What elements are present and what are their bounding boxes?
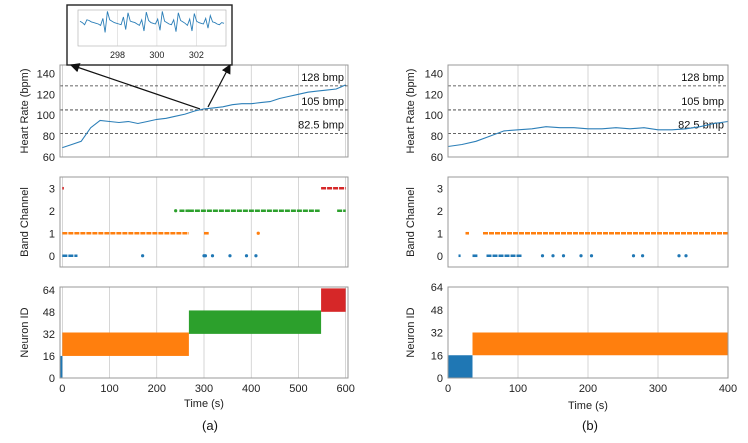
panel-a-threshold-label-0: 128 bmp — [301, 72, 344, 84]
panel-a-band-ytick-0: 0 — [49, 251, 55, 263]
panel-b-band-ylabel: Band Channel — [405, 187, 417, 257]
panel-a-neuron-ytick-64: 64 — [43, 285, 55, 297]
panel-a-hr-ytick-140: 140 — [37, 68, 55, 80]
panel-b-band-point-7 — [677, 254, 681, 258]
caption-a: (a) — [202, 418, 218, 433]
panel-b-xtick-100: 100 — [509, 383, 527, 395]
panel-a-xtick-600: 600 — [336, 383, 354, 395]
panel-b-neuron-bar-0 — [448, 355, 473, 378]
inset-xtick-302: 302 — [189, 50, 204, 60]
panel-b-neuron-ytick-64: 64 — [431, 282, 443, 294]
inset-frame — [66, 4, 233, 66]
panel-b-neuron-ytick-0: 0 — [437, 373, 443, 385]
caption-b: (b) — [582, 418, 598, 433]
panel-a-band-ytick-3: 3 — [49, 183, 55, 195]
panel-b-band-frame — [447, 176, 729, 268]
panel-b-band-point-2 — [561, 254, 566, 258]
panel-b-band-ytick-3: 3 — [437, 183, 443, 195]
panel-a-band-point-0 — [141, 254, 145, 258]
inset-plot-area — [77, 9, 227, 47]
panel-b-threshold-label-1: 105 bmp — [681, 96, 724, 108]
panel-b-band-point-4 — [589, 254, 594, 258]
panel-a-hr-ytick-60: 60 — [43, 152, 55, 164]
panel-a-band-point-5 — [244, 254, 249, 258]
panel-a-neuron-frame — [59, 286, 349, 379]
panel-a-xtick-300: 300 — [195, 383, 213, 395]
panel-b-band-point-5 — [631, 254, 636, 258]
panel-b-hr-ylabel: Heart Rate (bpm) — [405, 69, 417, 154]
panel-a-threshold-label-2: 82.5 bmp — [298, 119, 344, 131]
panel-a-band-point-3 — [210, 254, 215, 258]
panel-b-xtick-200: 200 — [579, 383, 597, 395]
panel-a-xtick-0: 0 — [59, 383, 65, 395]
panel-a-neuron-bar-3 — [321, 288, 346, 312]
panel-b-band-ytick-2: 2 — [437, 206, 443, 218]
panel-a-heart-rate-line — [62, 84, 346, 149]
panel-b-band-point-8 — [684, 254, 688, 258]
panel-a-xtick-100: 100 — [100, 383, 118, 395]
panel-a-band-point-2 — [203, 254, 208, 258]
panel-b-band-ytick-1: 1 — [437, 228, 443, 240]
panel-a-xtick-500: 500 — [289, 383, 307, 395]
panel-b-heart-rate-line — [447, 120, 729, 148]
panel-b-threshold-label-0: 128 bmp — [681, 72, 724, 84]
panel-b-neuron-ylabel: Neuron ID — [405, 307, 417, 357]
panel-b-band-ytick-0: 0 — [437, 251, 443, 263]
panel-a-xtick-400: 400 — [242, 383, 260, 395]
panel-a-band-point-6 — [254, 254, 258, 258]
inset-xtick-298: 298 — [110, 50, 125, 60]
panel-b-threshold-label-2: 82.5 bmp — [678, 119, 724, 131]
panel-a-neuron-bar-0 — [60, 355, 63, 378]
panel-a-band-point-7 — [256, 231, 260, 235]
inset-signal-line — [79, 11, 225, 33]
panel-b-band-point-1 — [551, 254, 555, 258]
panel-a-neuron-bar-1 — [62, 332, 189, 356]
panel-a-hr-ylabel: Heart Rate (bpm) — [19, 69, 31, 154]
panel-a-hr-ytick-100: 100 — [37, 110, 55, 122]
panel-b-xtick-400: 400 — [719, 383, 737, 395]
panel-a-hr-ytick-120: 120 — [37, 89, 55, 101]
inset-arrow-right — [207, 63, 231, 108]
panel-a-neuron-ytick-16: 16 — [43, 351, 55, 363]
panel-a-xlabel: Time (s) — [184, 398, 224, 410]
panel-b-xtick-0: 0 — [445, 383, 451, 395]
panel-a-neuron-ytick-0: 0 — [49, 373, 55, 385]
panel-a-band-point-8 — [174, 209, 178, 213]
panel-a-neuron-bar-2 — [188, 310, 322, 334]
panel-a-band-frame — [59, 176, 349, 268]
panel-b-neuron-ytick-48: 48 — [431, 305, 443, 317]
inset-arrow-left — [69, 63, 201, 110]
panel-b-neuron-frame — [447, 286, 729, 379]
inset-xtick-300: 300 — [149, 50, 164, 60]
panel-b-hr-ytick-60: 60 — [431, 152, 443, 164]
panel-a-neuron-ylabel: Neuron ID — [19, 307, 31, 357]
panel-b-neuron-ytick-32: 32 — [431, 328, 443, 340]
panel-a-threshold-label-1: 105 bmp — [301, 96, 344, 108]
panel-a-neuron-ytick-32: 32 — [43, 329, 55, 341]
panel-a-xtick-200: 200 — [148, 383, 166, 395]
panel-b-hr-ytick-80: 80 — [431, 131, 443, 143]
panel-a-neuron-ytick-48: 48 — [43, 307, 55, 319]
panel-b-neuron-ytick-16: 16 — [431, 350, 443, 362]
panel-b-hr-ytick-140: 140 — [425, 68, 443, 80]
panel-a-band-ytick-1: 1 — [49, 228, 55, 240]
panel-b-hr-ytick-120: 120 — [425, 89, 443, 101]
panel-a-band-ytick-2: 2 — [49, 206, 55, 218]
panel-b-neuron-bar-1 — [472, 332, 728, 356]
panel-b-xtick-300: 300 — [649, 383, 667, 395]
panel-a-band-point-4 — [228, 254, 232, 258]
panel-b-band-point-6 — [641, 254, 645, 258]
panel-b-hr-frame — [447, 64, 729, 158]
panel-a-band-ylabel: Band Channel — [19, 187, 31, 257]
panel-b-xlabel: Time (s) — [568, 400, 608, 412]
panel-a-hr-ytick-80: 80 — [43, 131, 55, 143]
panel-b-hr-ytick-100: 100 — [425, 110, 443, 122]
panel-b-band-point-0 — [540, 254, 545, 258]
panel-b-band-point-3 — [579, 254, 583, 258]
